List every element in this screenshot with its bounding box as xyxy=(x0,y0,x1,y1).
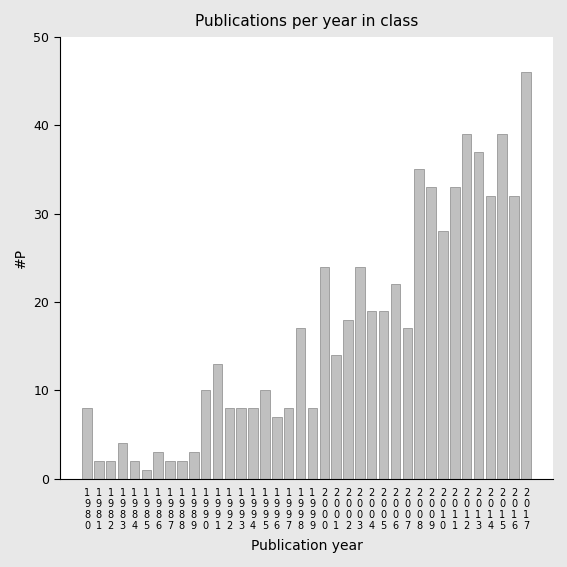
Bar xyxy=(272,417,282,479)
Bar xyxy=(118,443,128,479)
Bar xyxy=(320,266,329,479)
Bar xyxy=(82,408,92,479)
Bar xyxy=(260,390,270,479)
Bar xyxy=(308,408,317,479)
Bar xyxy=(296,328,305,479)
Bar xyxy=(450,187,459,479)
Bar xyxy=(189,452,198,479)
Bar xyxy=(106,461,116,479)
Bar xyxy=(497,134,507,479)
Bar xyxy=(379,311,388,479)
Title: Publications per year in class: Publications per year in class xyxy=(195,14,418,29)
Bar xyxy=(331,355,341,479)
Bar xyxy=(426,187,436,479)
Bar xyxy=(355,266,365,479)
Bar xyxy=(201,390,210,479)
Bar xyxy=(213,364,222,479)
Bar xyxy=(166,461,175,479)
Bar xyxy=(391,284,400,479)
Bar xyxy=(403,328,412,479)
Bar xyxy=(485,196,495,479)
Bar xyxy=(130,461,139,479)
Bar xyxy=(474,152,483,479)
Bar xyxy=(367,311,376,479)
Bar xyxy=(414,170,424,479)
Bar xyxy=(225,408,234,479)
Bar xyxy=(177,461,187,479)
Bar xyxy=(462,134,471,479)
Bar xyxy=(248,408,258,479)
Bar xyxy=(521,73,531,479)
Bar xyxy=(438,231,448,479)
Bar xyxy=(236,408,246,479)
Bar xyxy=(94,461,104,479)
Bar xyxy=(142,470,151,479)
Bar xyxy=(343,320,353,479)
Bar xyxy=(509,196,519,479)
Bar xyxy=(154,452,163,479)
Bar xyxy=(284,408,294,479)
Y-axis label: #P: #P xyxy=(14,248,28,268)
X-axis label: Publication year: Publication year xyxy=(251,539,362,553)
